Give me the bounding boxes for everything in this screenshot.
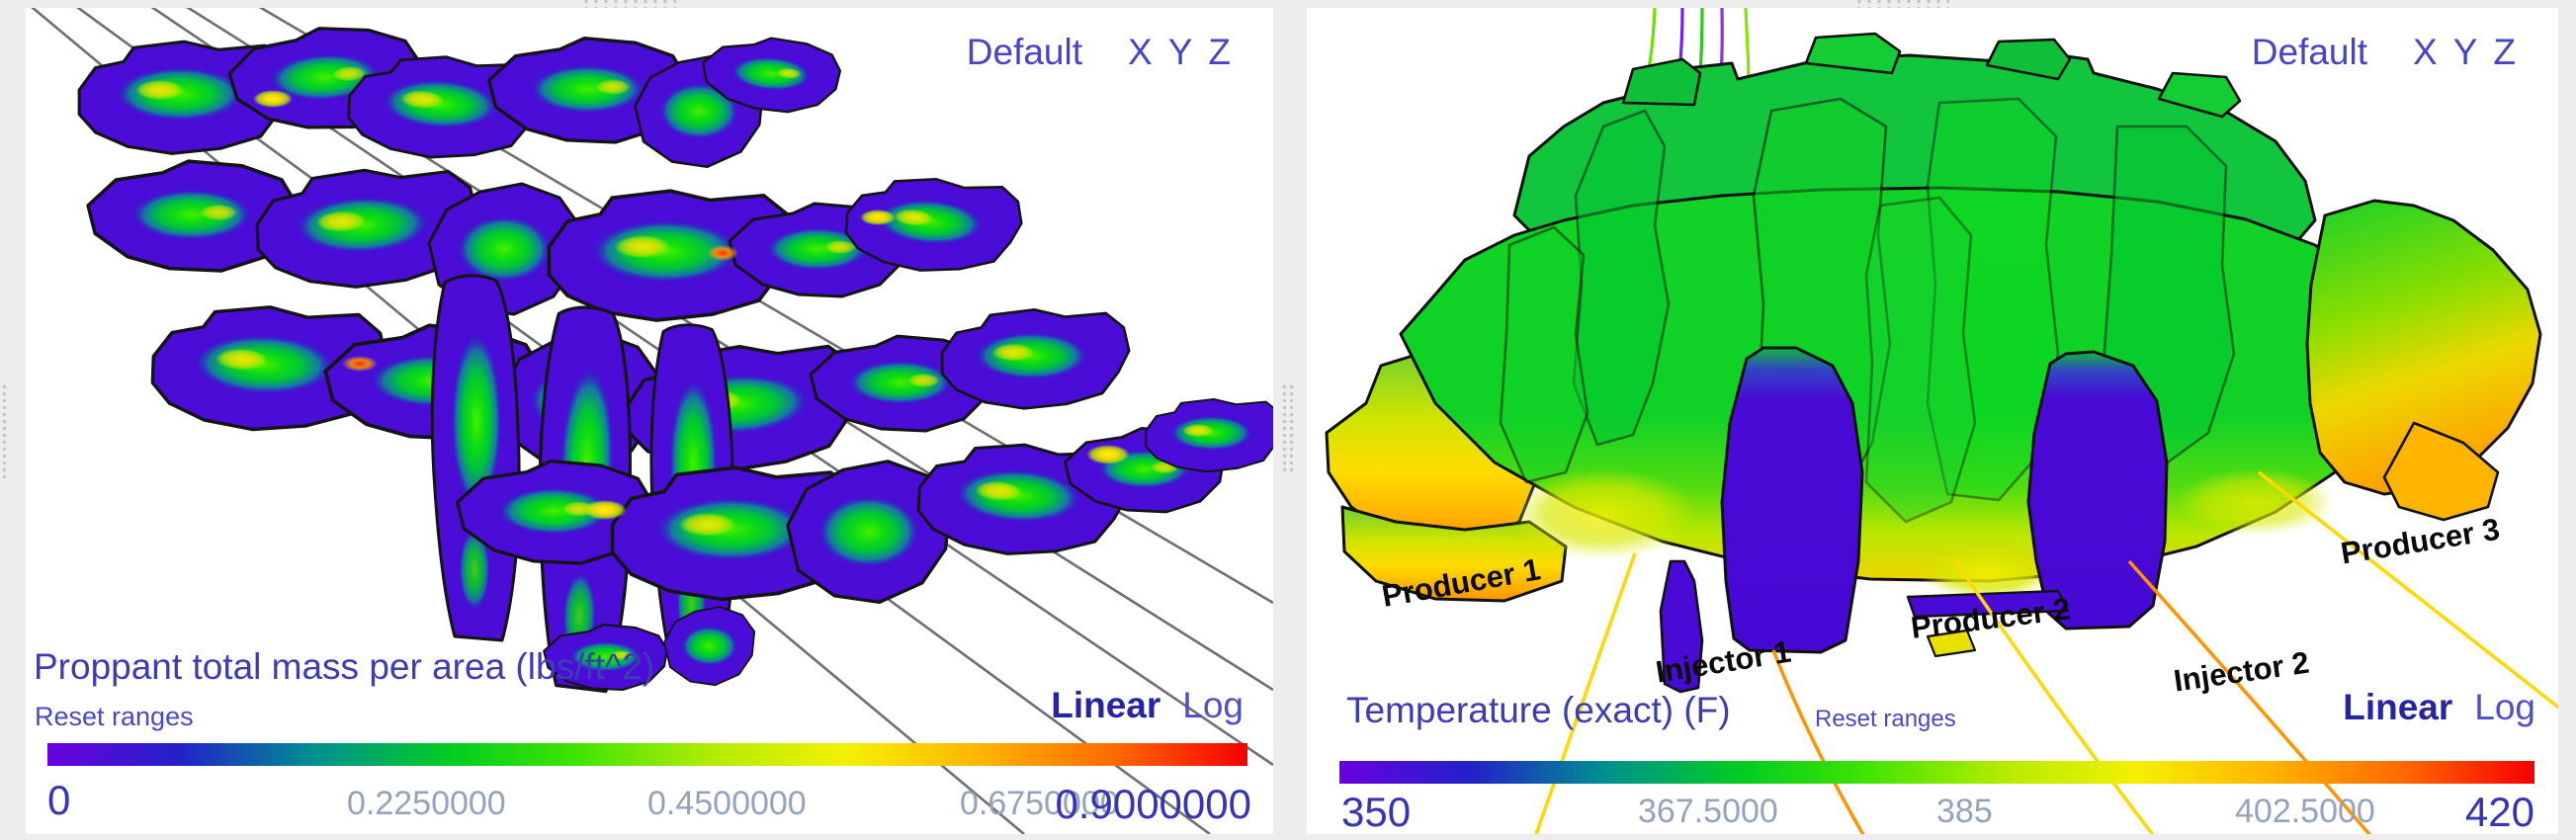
scale-log-button[interactable]: Log [1182, 685, 1244, 725]
well-line-injector-1 [1771, 649, 1865, 834]
splitter-handle-top-left-panel[interactable] [581, 0, 676, 8]
colorbar-gradient [1339, 761, 2534, 784]
colorbar-title-temperature: Temperature (exact) (F) [1346, 690, 1731, 730]
splitter-handle-panel-divider[interactable] [1281, 383, 1295, 474]
colorbar-tick: 0.2250000 [347, 785, 506, 822]
view-z-button[interactable]: Z [2493, 32, 2516, 72]
proppant-hot-spots [253, 90, 1130, 520]
colorbar-tick: 385 [1936, 793, 1993, 830]
scale-toggle: Linear Log [2343, 687, 2535, 728]
well-line-producer-3 [2257, 470, 2558, 710]
scale-log-button[interactable]: Log [2474, 687, 2535, 727]
colorbar-gradient [47, 743, 1247, 766]
well-label-injector-2: Injector 2 [2172, 645, 2311, 699]
temperature-3d-scene[interactable]: Producer 1 Injector 1 Producer 2 Injecto… [1307, 8, 2558, 834]
view-y-button[interactable]: Y [2452, 32, 2478, 72]
cooled-region-injector-1 [1720, 346, 1864, 654]
viewport-panel-proppant: Default X Y Z Proppant total mass per area … [26, 8, 1273, 834]
view-z-button[interactable]: Z [1208, 32, 1231, 72]
proppant-legend: Proppant total mass per area (lbs/ft^2) … [26, 8, 1273, 834]
well-line-injector-2 [2127, 559, 2372, 834]
view-y-button[interactable]: Y [1167, 32, 1193, 72]
scale-linear-button[interactable]: Linear [2343, 687, 2453, 727]
view-x-button[interactable]: X [2413, 32, 2438, 72]
scale-linear-button[interactable]: Linear [1051, 685, 1161, 725]
viewport-panel-temperature: Producer 1 Injector 1 Producer 2 Injecto… [1307, 8, 2558, 834]
temperature-fracture-cluster [1325, 32, 2542, 694]
colorbar-tick: 0.4500000 [647, 785, 807, 822]
view-preset-controls: Default X Y Z [967, 32, 1231, 73]
colorbar-tick-min[interactable]: 0 [47, 777, 71, 823]
colorbar-tick-min[interactable]: 350 [1341, 789, 1412, 834]
colorbar-title-proppant: Proppant total mass per area (lbs/ft^2) [34, 646, 655, 687]
splitter-handle-top-right-panel[interactable] [1854, 0, 1949, 8]
colorbar-tick-max[interactable]: 420 [2464, 789, 2534, 834]
fracture-left-flank-lower [1340, 505, 1568, 603]
view-preset-controls: Default X Y Z [2252, 32, 2516, 73]
cooled-region-injector-2 [2026, 350, 2169, 630]
reset-ranges-link[interactable]: Reset ranges [35, 702, 194, 731]
colorbar-tick: 0.6750000 [960, 785, 1119, 822]
view-x-button[interactable]: X [1128, 32, 1153, 72]
well-label-producer-3: Producer 3 [2339, 512, 2502, 571]
scale-toggle: Linear Log [1051, 685, 1244, 726]
splitter-handle-left-edge[interactable] [1, 383, 10, 478]
well-line-producer-1 [1534, 552, 1637, 834]
colorbar-tick: 367.5000 [1638, 793, 1778, 830]
proppant-3d-scene[interactable] [26, 8, 1273, 834]
well-line-producer-2 [1952, 558, 2155, 834]
fracture-right-flank [2305, 199, 2542, 496]
colorbar-tick-max[interactable]: 0.9000000 [1055, 781, 1251, 827]
view-default-button[interactable]: Default [2251, 32, 2368, 72]
cooled-region-strip [1659, 559, 1704, 694]
view-default-button[interactable]: Default [966, 32, 1083, 72]
colorbar-tick: 402.5000 [2235, 793, 2375, 830]
proppant-fracture-cluster [77, 21, 1273, 694]
reset-ranges-link[interactable]: Reset ranges [1815, 706, 1956, 732]
temperature-legend: Temperature (exact) (F) Reset ranges Lin… [1307, 8, 2558, 834]
well-fan-lines [1534, 470, 2558, 834]
